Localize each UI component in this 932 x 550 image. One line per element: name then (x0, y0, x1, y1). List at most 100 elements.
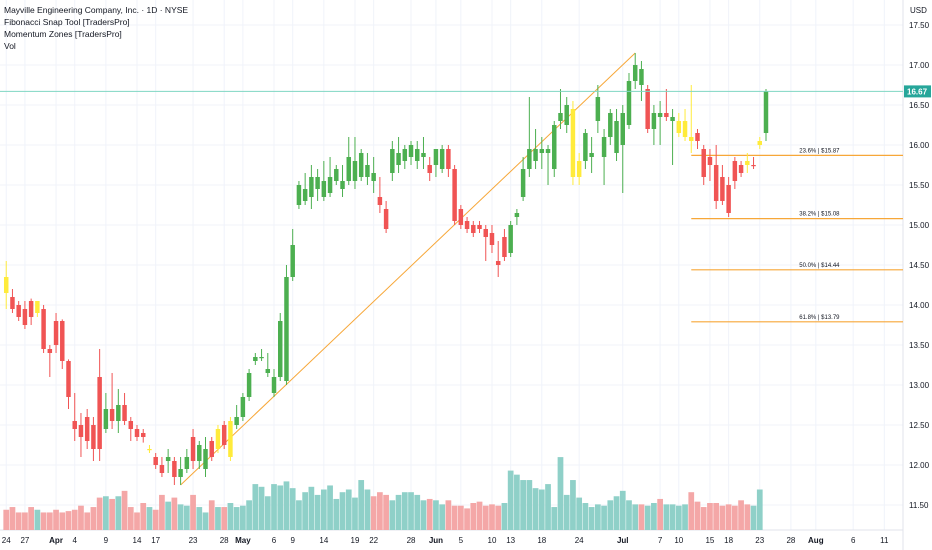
candle (558, 89, 563, 129)
candle (197, 441, 202, 469)
volume-bar (345, 489, 352, 530)
candle (296, 181, 302, 209)
volume-bar (420, 500, 427, 530)
candle (203, 437, 208, 477)
symbol-title[interactable]: Mayville Engineering Company, Inc. · 1D … (4, 5, 189, 15)
indicator-momentum-zones[interactable]: Momentum Zones [TradersPro] (4, 29, 122, 39)
fib-level-label: 61.8% | $13.79 (799, 315, 840, 321)
volume-bar (159, 494, 165, 530)
candle-body (558, 113, 563, 121)
candle-body (670, 117, 675, 121)
candle-body (284, 277, 289, 381)
volume-bar (707, 503, 713, 530)
volume-bar (53, 509, 59, 530)
volume-bar (271, 484, 277, 530)
candle-body (53, 321, 59, 345)
candle (109, 373, 115, 429)
candle (676, 113, 682, 137)
candle-body (614, 121, 619, 153)
fib-trend-line (180, 52, 636, 486)
time-tick-label: 13 (506, 536, 515, 545)
candle-body (608, 113, 613, 137)
candle (128, 417, 134, 441)
candle-body (620, 113, 626, 145)
volume-bar (501, 503, 508, 530)
candle-body (583, 133, 588, 161)
candle (427, 157, 432, 181)
candle (358, 149, 364, 181)
volume-bar (227, 503, 234, 530)
candle-body (327, 177, 333, 193)
candle-body (265, 369, 271, 373)
candle-body (508, 225, 513, 253)
indicator-volume[interactable]: Vol (4, 41, 16, 51)
time-tick-label: 7 (658, 536, 663, 545)
time-tick-label: 9 (104, 536, 109, 545)
indicator-fibonacci-snap[interactable]: Fibonacci Snap Tool [TradersPro] (4, 17, 130, 27)
candle (539, 137, 545, 169)
candle (664, 89, 669, 121)
volume-bar (576, 497, 583, 530)
candle (682, 109, 688, 141)
volume-bar (756, 489, 763, 530)
time-axis[interactable]: 24 27 Apr 4 9 14 17 23 28 May 6 9 14 19 22 28 Jun 5 10 13 18… (2, 536, 889, 545)
candle (3, 261, 9, 309)
candlesticks (3, 53, 769, 485)
candle (371, 157, 376, 193)
candle-body (471, 225, 476, 233)
candle (122, 393, 127, 425)
volume-bar (669, 504, 676, 530)
volume-bar (638, 504, 645, 530)
candle (265, 353, 271, 377)
time-tick-label: 14 (319, 536, 328, 545)
candle-body (134, 429, 140, 437)
time-tick-label: 10 (674, 536, 683, 545)
candle (695, 129, 700, 149)
candle-body (190, 437, 196, 461)
candle-body (433, 149, 439, 165)
volume-bar (507, 470, 514, 530)
volume-bar (476, 501, 483, 530)
candle-body (707, 157, 713, 165)
candle-body (514, 213, 520, 217)
candle (645, 85, 650, 133)
volume-bar (358, 480, 365, 530)
price-axis[interactable]: USD 17.50 17.00 16.50 16.00 15.50 15.00 14.50 1… (909, 6, 930, 510)
volume-bar (302, 492, 309, 530)
candle (620, 105, 626, 193)
price-tick-label: 16.00 (909, 141, 930, 150)
volume-bar (377, 492, 383, 530)
volume-bar (202, 512, 209, 530)
candle-body (576, 161, 582, 177)
volume-bar (78, 505, 84, 530)
candle (651, 105, 657, 145)
candle (22, 301, 28, 329)
candle (632, 53, 638, 89)
candle (720, 165, 725, 205)
price-tick-label: 16.50 (909, 101, 930, 110)
candle (315, 169, 320, 201)
candle-body (240, 397, 246, 417)
fib-level-label: 50.0% | $14.44 (799, 263, 840, 269)
candle (527, 97, 532, 177)
candle-body (203, 449, 208, 469)
candle-body (489, 233, 495, 245)
volume-bar (22, 512, 28, 530)
volume-bar (482, 505, 489, 530)
candle-body (178, 469, 183, 477)
time-tick-label: 4 (73, 536, 78, 545)
candle-body (365, 165, 370, 177)
candle (259, 349, 264, 361)
volume-bar (240, 505, 246, 530)
candle-body (60, 321, 65, 361)
volume-bar (34, 509, 41, 530)
time-tick-label: 28 (407, 536, 416, 545)
time-tick-label: 11 (880, 536, 889, 545)
time-tick-label: 28 (220, 536, 229, 545)
candle-body (147, 449, 152, 451)
volume-bar (457, 505, 464, 530)
candle (91, 417, 96, 461)
volume-bar (171, 497, 178, 530)
volume-bar (364, 489, 371, 530)
